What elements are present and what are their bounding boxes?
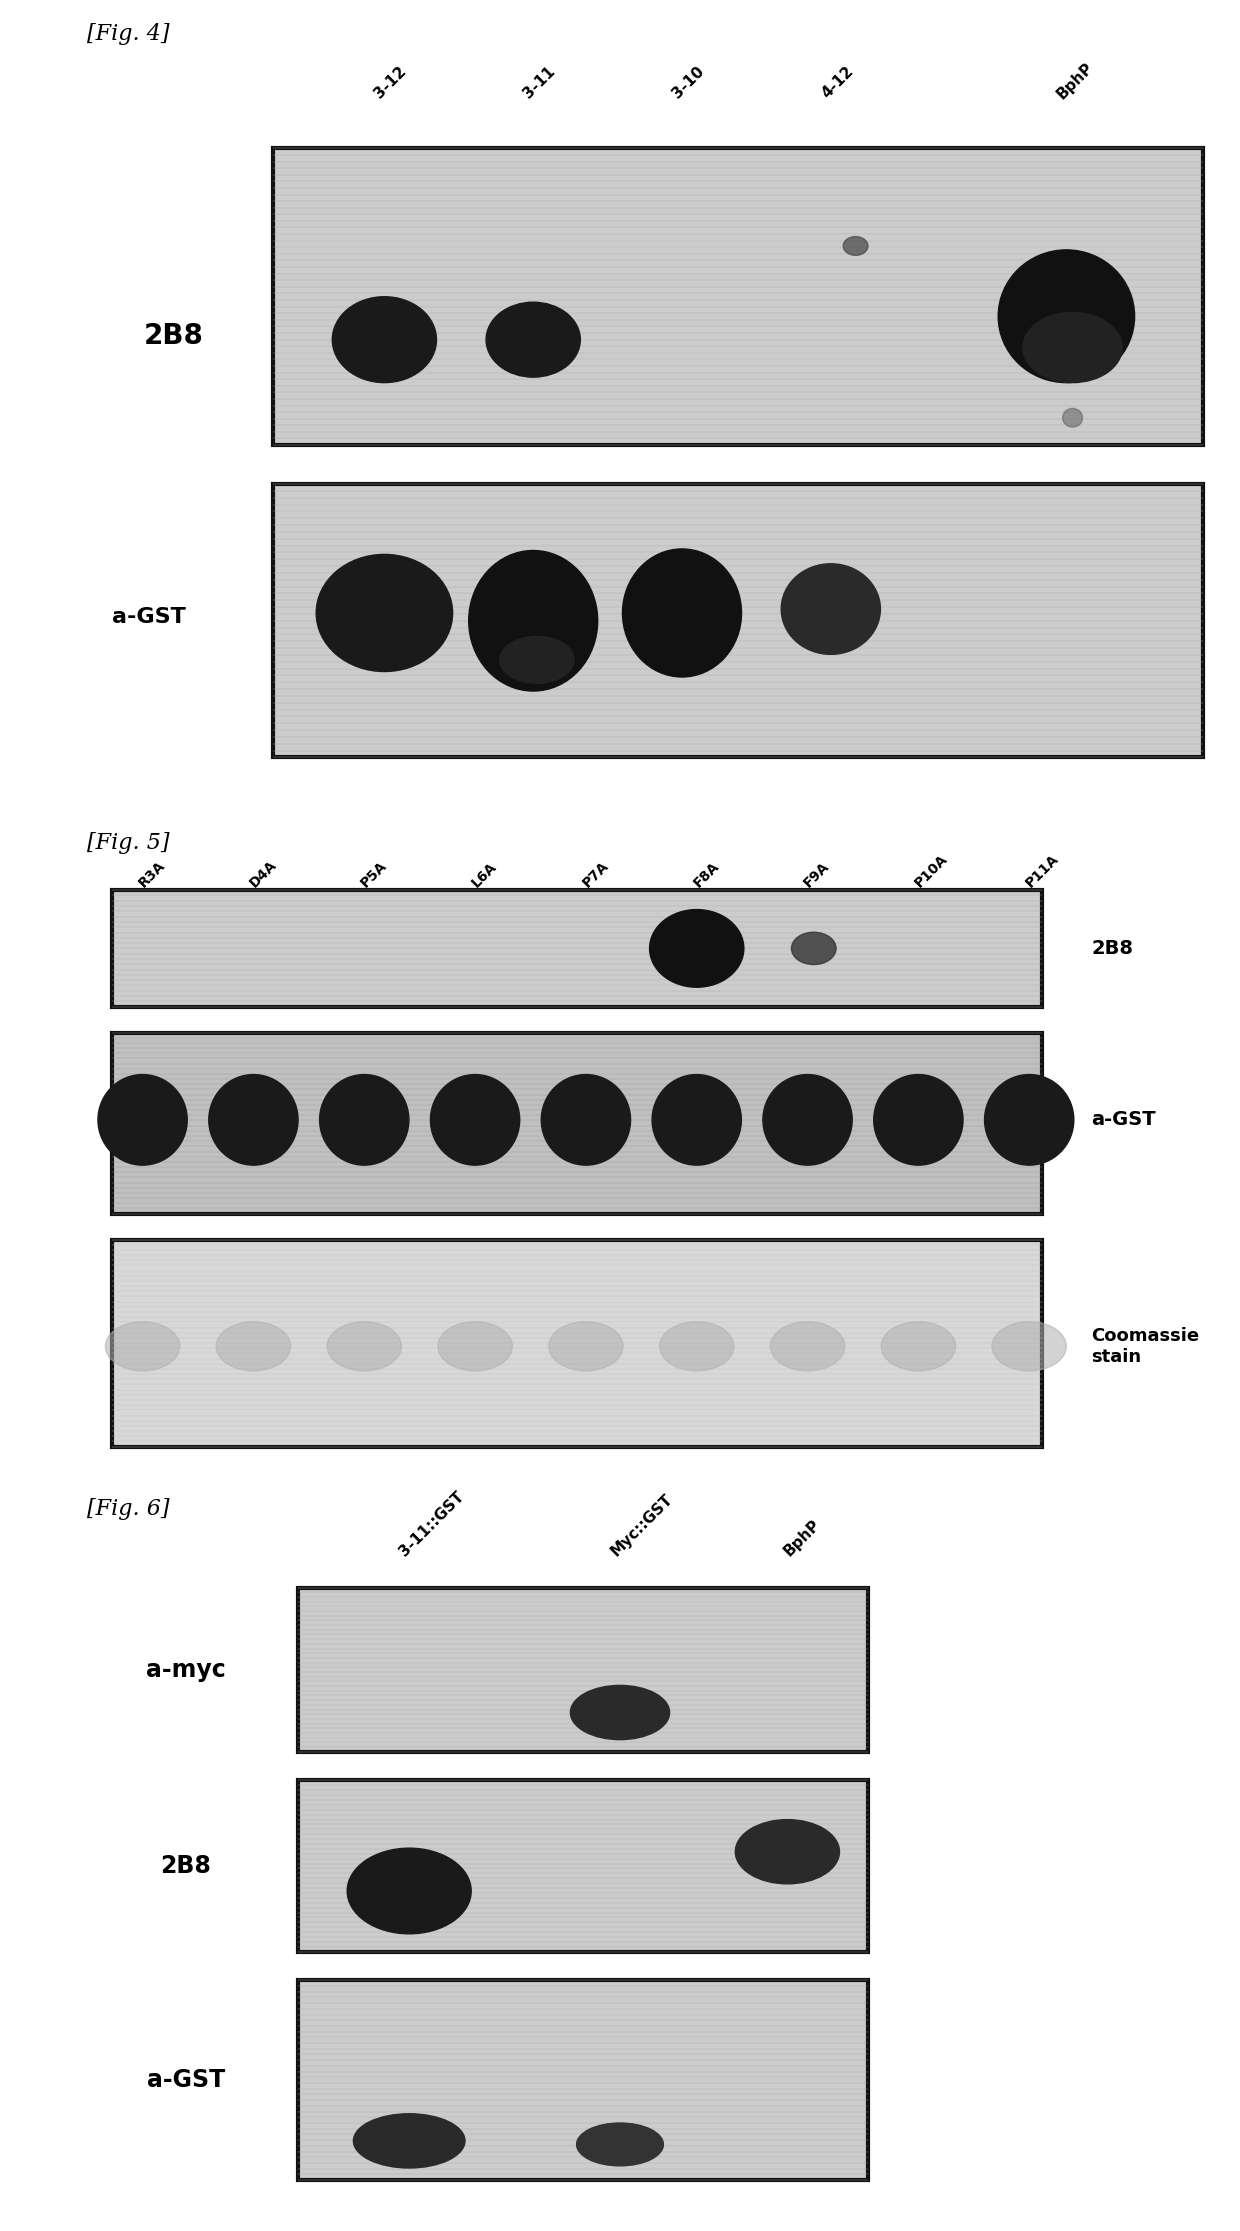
Text: 2B8: 2B8 xyxy=(144,321,203,350)
Bar xyxy=(112,1240,1042,1446)
Text: a-GST: a-GST xyxy=(1091,1111,1156,1129)
Text: a-GST: a-GST xyxy=(146,2068,226,2093)
Text: BphP: BphP xyxy=(781,1517,823,1559)
Text: 2B8: 2B8 xyxy=(1091,939,1133,957)
Text: BphP: BphP xyxy=(1054,60,1096,100)
Ellipse shape xyxy=(998,250,1135,384)
Ellipse shape xyxy=(985,1075,1074,1165)
Text: P7A: P7A xyxy=(579,859,611,890)
Text: 2B8: 2B8 xyxy=(160,1854,212,1879)
Ellipse shape xyxy=(781,564,880,654)
Text: Coomassie
stain: Coomassie stain xyxy=(1091,1327,1199,1365)
Text: a-myc: a-myc xyxy=(146,1658,226,1682)
Text: D4A: D4A xyxy=(247,857,280,890)
Ellipse shape xyxy=(98,1075,187,1165)
Ellipse shape xyxy=(735,1820,839,1883)
Ellipse shape xyxy=(332,297,436,384)
Ellipse shape xyxy=(874,1075,963,1165)
Bar xyxy=(298,1588,868,1751)
Ellipse shape xyxy=(486,301,580,377)
Bar xyxy=(273,147,1203,444)
Text: F9A: F9A xyxy=(801,859,832,890)
Ellipse shape xyxy=(316,553,453,672)
Ellipse shape xyxy=(347,1847,471,1934)
Text: [Fig. 5]: [Fig. 5] xyxy=(87,832,170,854)
Ellipse shape xyxy=(541,1075,630,1165)
Ellipse shape xyxy=(652,1075,742,1165)
Ellipse shape xyxy=(763,1075,852,1165)
Ellipse shape xyxy=(353,2113,465,2169)
Ellipse shape xyxy=(843,236,868,254)
Ellipse shape xyxy=(1023,312,1122,382)
Ellipse shape xyxy=(320,1075,409,1165)
Ellipse shape xyxy=(208,1075,298,1165)
Text: P11A: P11A xyxy=(1023,852,1061,890)
Text: 3-10: 3-10 xyxy=(670,65,707,100)
Bar xyxy=(112,890,1042,1006)
Ellipse shape xyxy=(882,1321,956,1370)
Text: 3-11: 3-11 xyxy=(521,65,558,100)
Text: 4-12: 4-12 xyxy=(818,65,856,100)
Text: a-GST: a-GST xyxy=(112,607,186,627)
Ellipse shape xyxy=(105,1321,180,1370)
Ellipse shape xyxy=(216,1321,290,1370)
Ellipse shape xyxy=(992,1321,1066,1370)
Text: 3-11::GST: 3-11::GST xyxy=(397,1488,467,1559)
Ellipse shape xyxy=(770,1321,844,1370)
Text: 3-12: 3-12 xyxy=(372,65,409,100)
Text: P10A: P10A xyxy=(913,852,951,890)
Ellipse shape xyxy=(791,933,836,964)
Ellipse shape xyxy=(1063,408,1083,426)
Ellipse shape xyxy=(500,636,574,683)
Ellipse shape xyxy=(622,549,742,676)
Ellipse shape xyxy=(327,1321,402,1370)
Ellipse shape xyxy=(660,1321,734,1370)
Bar xyxy=(273,484,1203,756)
Text: R3A: R3A xyxy=(136,859,169,890)
Bar xyxy=(298,1981,868,2180)
Ellipse shape xyxy=(577,2124,663,2166)
Bar xyxy=(112,1033,1042,1214)
Ellipse shape xyxy=(650,910,744,986)
Text: [Fig. 6]: [Fig. 6] xyxy=(87,1499,170,1519)
Text: L6A: L6A xyxy=(469,859,500,890)
Text: F8A: F8A xyxy=(691,859,722,890)
Bar xyxy=(298,1780,868,1952)
Text: [Fig. 4]: [Fig. 4] xyxy=(87,25,170,45)
Text: Myc::GST: Myc::GST xyxy=(608,1490,676,1559)
Text: P5A: P5A xyxy=(358,859,389,890)
Ellipse shape xyxy=(548,1321,624,1370)
Ellipse shape xyxy=(469,551,598,692)
Ellipse shape xyxy=(438,1321,512,1370)
Ellipse shape xyxy=(430,1075,520,1165)
Ellipse shape xyxy=(570,1684,670,1740)
